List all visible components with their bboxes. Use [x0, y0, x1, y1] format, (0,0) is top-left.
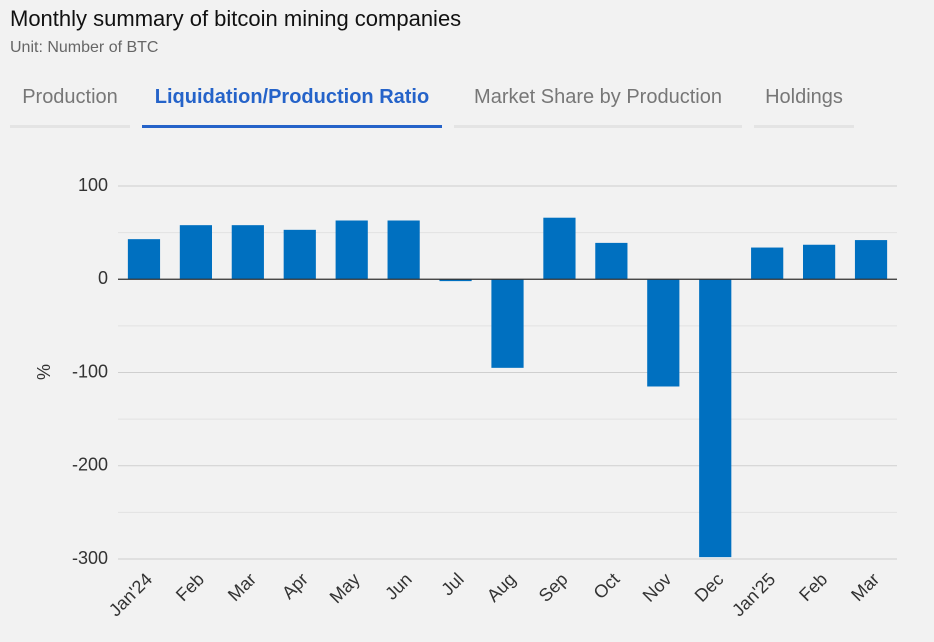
- bar: [283, 229, 316, 280]
- x-tick-label: Mar: [847, 569, 883, 605]
- bar: [854, 240, 888, 280]
- subtitle: Unit: Number of BTC: [10, 39, 159, 56]
- tab[interactable]: Holdings: [754, 84, 854, 128]
- x-tick-label: Feb: [795, 569, 831, 605]
- bar: [751, 247, 784, 280]
- bar: [439, 279, 472, 282]
- x-tick-label: Nov: [639, 569, 676, 606]
- x-tick-label: Aug: [483, 569, 520, 606]
- bar: [803, 244, 836, 280]
- y-tick-label: -200: [72, 455, 108, 475]
- bar: [231, 225, 264, 280]
- x-tick-label: Jan'25: [728, 569, 779, 620]
- y-tick-label: 100: [78, 175, 108, 195]
- bar: [595, 242, 628, 280]
- x-tick-label: Feb: [172, 569, 208, 605]
- bar: [491, 279, 524, 368]
- bar: [127, 239, 161, 280]
- y-tick-label: -300: [72, 548, 108, 568]
- x-tick-label: Apr: [278, 569, 312, 603]
- bar: [387, 220, 420, 280]
- x-tick-label: Jan'24: [105, 569, 156, 620]
- bar: [699, 279, 732, 558]
- x-tick-label: Oct: [590, 569, 624, 603]
- bar: [335, 220, 368, 280]
- x-tick-label: May: [326, 569, 364, 607]
- tab[interactable]: Market Share by Production: [454, 84, 742, 128]
- tab[interactable]: Liquidation/Production Ratio: [142, 84, 442, 128]
- x-tick-label: Jul: [437, 569, 467, 599]
- x-tick-label: Jun: [381, 569, 416, 604]
- y-tick-label: -100: [72, 361, 108, 381]
- x-tick-label: Dec: [691, 569, 728, 606]
- y-axis-label: %: [34, 364, 54, 380]
- x-tick-label: Mar: [224, 569, 260, 605]
- bar: [179, 225, 212, 280]
- y-tick-label: 0: [98, 268, 108, 288]
- bar: [647, 279, 680, 387]
- x-tick-label: Sep: [535, 569, 572, 606]
- title: Monthly summary of bitcoin mining compan…: [10, 6, 462, 31]
- tab[interactable]: Production: [10, 84, 130, 128]
- bar: [543, 217, 576, 280]
